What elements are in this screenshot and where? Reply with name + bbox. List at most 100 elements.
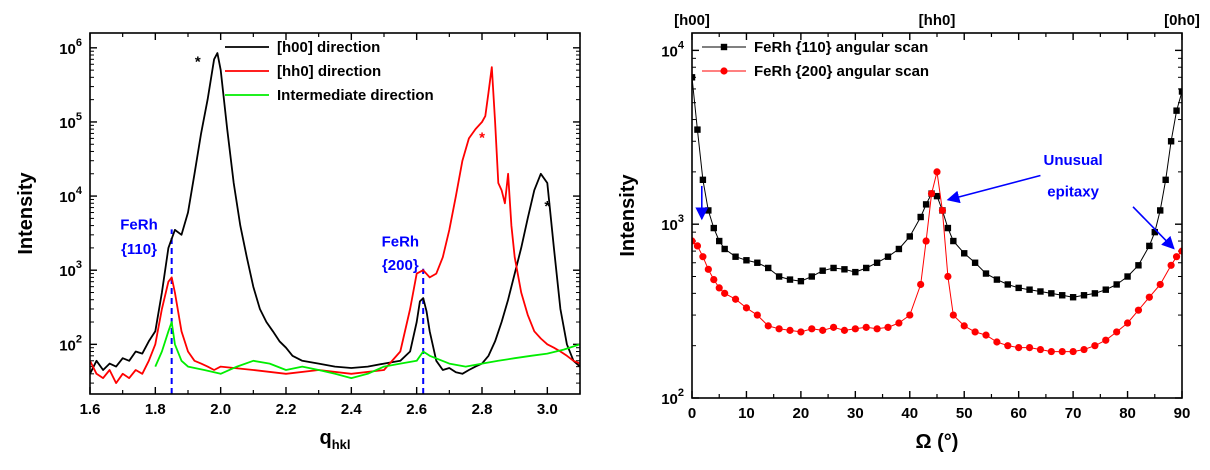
data-point-circle [971,328,979,336]
x-tick-label: 2.0 [210,401,231,418]
data-point-circle [797,328,805,336]
x-axis-label: qhkl [319,427,350,452]
data-point-square [797,277,805,285]
data-point-circle [938,206,947,215]
data-point-square [944,224,952,232]
data-point-square [1151,228,1158,236]
data-point-square [922,201,930,208]
legend-swatch-marker [720,67,728,75]
data-point-square [705,207,712,214]
x-tick-label: 40 [901,405,918,422]
data-point-circle [731,295,740,303]
plot-frame [691,32,1183,399]
data-point-circle [1025,343,1034,352]
data-point-square [721,245,728,253]
data-point-square [993,276,1001,283]
data-point-circle [873,325,881,333]
data-point-square [786,276,794,283]
data-point-circle [1015,343,1023,352]
plot-area [692,74,1182,356]
data-point-circle [922,237,930,245]
data-point-square [1091,290,1099,297]
data-point-circle [933,168,941,176]
data-point-circle [704,265,712,273]
data-point-square [863,264,870,272]
annotation-label: FeRh [382,233,420,250]
peak-marker-asterisk: * [544,198,550,215]
data-point-square [743,257,750,264]
data-point-square [873,259,881,266]
plot-frame [89,32,581,395]
data-point-circle [1123,319,1132,327]
annotation-label: {200} [382,257,419,274]
data-point-square [841,266,848,273]
data-point-circle [699,253,707,261]
legend-entry-label: FeRh {110} angular scan [754,39,928,56]
data-point-circle [1036,345,1045,354]
x-tick-label: 2.6 [406,401,427,418]
data-point-circle [1091,342,1099,350]
data-point-square [775,273,783,280]
data-point-square [1146,242,1153,250]
data-point-square [765,264,772,272]
chart-right: 0 10 20 30 40 50 60 70 80 90 102 103 104 Ω (°) Intensi… [617,12,1200,453]
top-axis-label: [h00] [674,12,710,29]
data-point-circle [1080,345,1088,354]
y-tick-label: 105 [59,111,82,132]
data-point-circle [862,323,870,331]
data-point-square [694,126,701,133]
y-axis-label: Intensity [15,172,37,255]
top-axis-label: [0h0] [1164,12,1200,29]
x-tick-label: 70 [1065,405,1082,422]
peak-marker-asterisk: * [195,53,201,70]
data-point-circle [993,338,1001,346]
x-tick-label: 20 [793,405,810,422]
data-point-square [1124,273,1131,280]
x-tick-label: 1.8 [145,401,166,418]
data-point-square [710,224,717,232]
x-tick-label: 2.8 [472,401,493,418]
data-point-circle [786,326,794,334]
data-point-square [906,233,913,240]
data-point-square [852,268,859,276]
data-point-circle [808,325,816,333]
data-point-square [1048,290,1055,297]
top-axis-label: [hh0] [919,12,956,29]
annotation-label: Unusual [1044,152,1103,169]
annotation-arrow [946,174,1041,204]
data-point-square [732,253,739,260]
data-point-circle [775,325,783,333]
chart-left: 1.6 1.8 2.0 2.2 2.4 2.6 2.8 3.0 102 103 104 105 106 q… [15,32,581,452]
data-point-circle [982,331,990,339]
data-point-square [950,237,957,245]
data-point-circle [1134,306,1143,314]
data-point-square [1004,281,1011,288]
data-point-square [895,245,903,253]
data-point-circle [906,311,914,319]
y-tick-label: 102 [661,387,684,408]
data-point-square [1178,88,1182,95]
data-point-circle [1172,253,1181,261]
data-point-circle [721,289,729,297]
data-point-circle [1156,280,1164,289]
peak-marker-asterisk: * [479,130,485,147]
data-point-square [699,176,707,184]
data-point-circle [753,311,761,319]
data-point-square [1069,294,1077,301]
data-point-circle [1058,347,1066,356]
data-point-square [1080,292,1088,299]
x-axis-label: Ω (°) [916,431,959,453]
data-point-circle [715,284,723,292]
legend-entry-label: Intermediate direction [277,87,434,104]
data-point-circle [692,237,696,245]
data-point-square [1135,262,1142,269]
data-point-square [1167,138,1175,145]
x-tick-label: 50 [956,405,973,422]
data-point-circle [851,325,859,333]
data-point-square [1102,286,1109,293]
data-point-square [1113,281,1120,288]
data-point-square [933,192,941,200]
legend-swatch-marker [720,43,728,51]
data-point-circle [944,272,952,281]
